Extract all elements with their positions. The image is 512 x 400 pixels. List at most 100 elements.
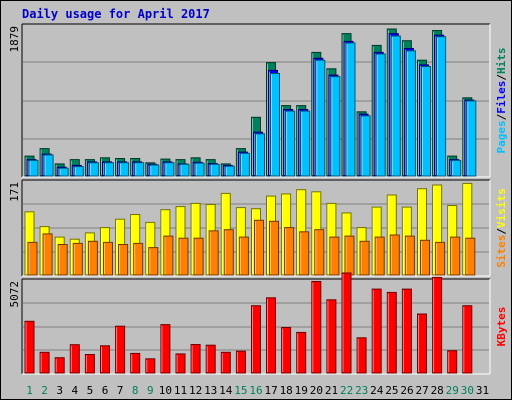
bar-kbytes-day-22 bbox=[341, 272, 352, 374]
bar-kbytes-day-12 bbox=[190, 344, 201, 374]
x-tick-label-3: 3 bbox=[56, 384, 63, 397]
bar-sites-day-2 bbox=[42, 233, 53, 276]
bar-pages-day-8 bbox=[134, 162, 145, 177]
bar-pages-day-17 bbox=[270, 73, 280, 177]
x-tick-label-10: 10 bbox=[159, 384, 172, 397]
side-label-visits-sites: Sites/Visits bbox=[495, 188, 508, 268]
y-max-label: 5072 bbox=[8, 281, 21, 308]
bar-pages-day-21 bbox=[330, 76, 341, 177]
bar-sites-day-1 bbox=[27, 241, 38, 276]
bar-sites-day-25 bbox=[389, 234, 400, 276]
bar-kbytes-day-3 bbox=[54, 357, 65, 374]
x-tick-label-24: 24 bbox=[370, 384, 384, 397]
x-tick-label-11: 11 bbox=[174, 384, 187, 397]
bar-kbytes-day-19 bbox=[296, 331, 307, 374]
bar-sites-day-28 bbox=[435, 241, 446, 276]
bar-pages-day-25 bbox=[390, 35, 401, 177]
bar-pages-day-6 bbox=[104, 162, 114, 177]
bar-pages-day-12 bbox=[194, 162, 205, 177]
bar-kbytes-day-14 bbox=[220, 351, 231, 374]
bar-kbytes-day-11 bbox=[175, 353, 186, 374]
bar-sites-day-11 bbox=[178, 237, 189, 276]
bar-kbytes-day-10 bbox=[160, 324, 171, 374]
x-tick-label-4: 4 bbox=[71, 384, 78, 397]
bar-kbytes-day-5 bbox=[84, 354, 95, 374]
x-tick-label-2: 2 bbox=[41, 384, 48, 397]
bar-pages-day-23 bbox=[360, 115, 371, 177]
side-label-pages-files-hits: Pages/Files/Hits bbox=[495, 48, 508, 154]
x-tick-label-9: 9 bbox=[147, 384, 154, 397]
bar-kbytes-day-26 bbox=[401, 288, 412, 374]
bar-sites-day-19 bbox=[299, 231, 310, 276]
bar-pages-day-10 bbox=[164, 162, 175, 177]
bar-pages-day-13 bbox=[209, 163, 220, 177]
bar-sites-day-10 bbox=[163, 235, 174, 276]
bar-sites-day-16 bbox=[254, 219, 264, 276]
x-tick-label-21: 21 bbox=[325, 384, 338, 397]
bar-kbytes-day-9 bbox=[145, 358, 156, 374]
x-tick-label-15: 15 bbox=[234, 384, 247, 397]
bar-kbytes-day-6 bbox=[100, 345, 110, 374]
bar-pages-day-16 bbox=[255, 133, 265, 177]
x-tick-label-7: 7 bbox=[117, 384, 124, 397]
x-tick-label-19: 19 bbox=[295, 384, 308, 397]
bar-sites-day-30 bbox=[465, 237, 476, 276]
x-tick-label-30: 30 bbox=[461, 384, 474, 397]
x-tick-label-28: 28 bbox=[431, 384, 444, 397]
side-label-separator: / bbox=[495, 228, 508, 235]
side-label-pages: Pages bbox=[495, 120, 508, 153]
y-max-label: 171 bbox=[8, 182, 21, 202]
panel-kbytes: 5072 KBytes bbox=[8, 272, 508, 375]
x-tick-label-27: 27 bbox=[415, 384, 428, 397]
side-label-files: Files bbox=[495, 81, 508, 114]
x-tick-label-17: 17 bbox=[264, 384, 277, 397]
bar-sites-day-20 bbox=[314, 229, 325, 276]
bar-sites-day-13 bbox=[208, 230, 219, 276]
bar-kbytes-day-8 bbox=[130, 352, 141, 374]
x-tick-label-6: 6 bbox=[102, 384, 109, 397]
bar-kbytes-day-21 bbox=[326, 299, 337, 374]
bar-kbytes-day-1 bbox=[24, 320, 35, 374]
bar-sites-day-12 bbox=[193, 237, 204, 276]
bar-kbytes-day-17 bbox=[266, 297, 276, 374]
bar-sites-day-9 bbox=[148, 247, 159, 276]
bar-pages-day-19 bbox=[300, 110, 311, 177]
bar-pages-day-11 bbox=[179, 163, 190, 177]
x-tick-label-14: 14 bbox=[219, 384, 233, 397]
side-label-hits: Hits bbox=[495, 48, 508, 75]
bar-kbytes-day-20 bbox=[311, 281, 322, 374]
x-tick-label-26: 26 bbox=[400, 384, 413, 397]
bar-kbytes-day-28 bbox=[432, 276, 443, 374]
bar-kbytes-day-15 bbox=[235, 350, 246, 374]
side-label-kbytes: KBytes bbox=[495, 307, 508, 347]
bar-kbytes-day-27 bbox=[417, 313, 427, 374]
x-tick-label-1: 1 bbox=[26, 384, 33, 397]
bar-pages-day-15 bbox=[239, 152, 250, 177]
bar-pages-day-30 bbox=[466, 100, 477, 177]
bar-pages-day-22 bbox=[345, 42, 356, 177]
bar-pages-day-7 bbox=[119, 162, 130, 177]
bar-sites-day-29 bbox=[450, 236, 461, 276]
bar-sites-day-15 bbox=[238, 236, 249, 276]
bar-kbytes-day-16 bbox=[251, 305, 261, 374]
x-tick-label-29: 29 bbox=[446, 384, 459, 397]
bar-pages-day-29 bbox=[451, 159, 462, 177]
bar-pages-day-14 bbox=[224, 165, 235, 177]
side-label-sites: Sites bbox=[495, 235, 508, 268]
bar-sites-day-7 bbox=[118, 244, 129, 276]
bar-sites-day-27 bbox=[420, 239, 430, 276]
x-tick-label-13: 13 bbox=[204, 384, 217, 397]
chart-title: Daily usage for April 2017 bbox=[22, 7, 210, 21]
bar-pages-day-9 bbox=[149, 164, 160, 177]
bar-sites-day-3 bbox=[57, 244, 68, 276]
bar-kbytes-day-30 bbox=[462, 305, 473, 374]
bar-kbytes-day-4 bbox=[69, 344, 80, 374]
bar-sites-day-5 bbox=[87, 240, 98, 276]
bar-kbytes-day-2 bbox=[39, 351, 50, 374]
bar-kbytes-day-23 bbox=[356, 337, 367, 374]
bar-pages-day-18 bbox=[285, 110, 296, 177]
bar-pages-day-28 bbox=[436, 36, 447, 177]
panel-visits-sites: 171 Sites/Visits bbox=[8, 179, 508, 277]
